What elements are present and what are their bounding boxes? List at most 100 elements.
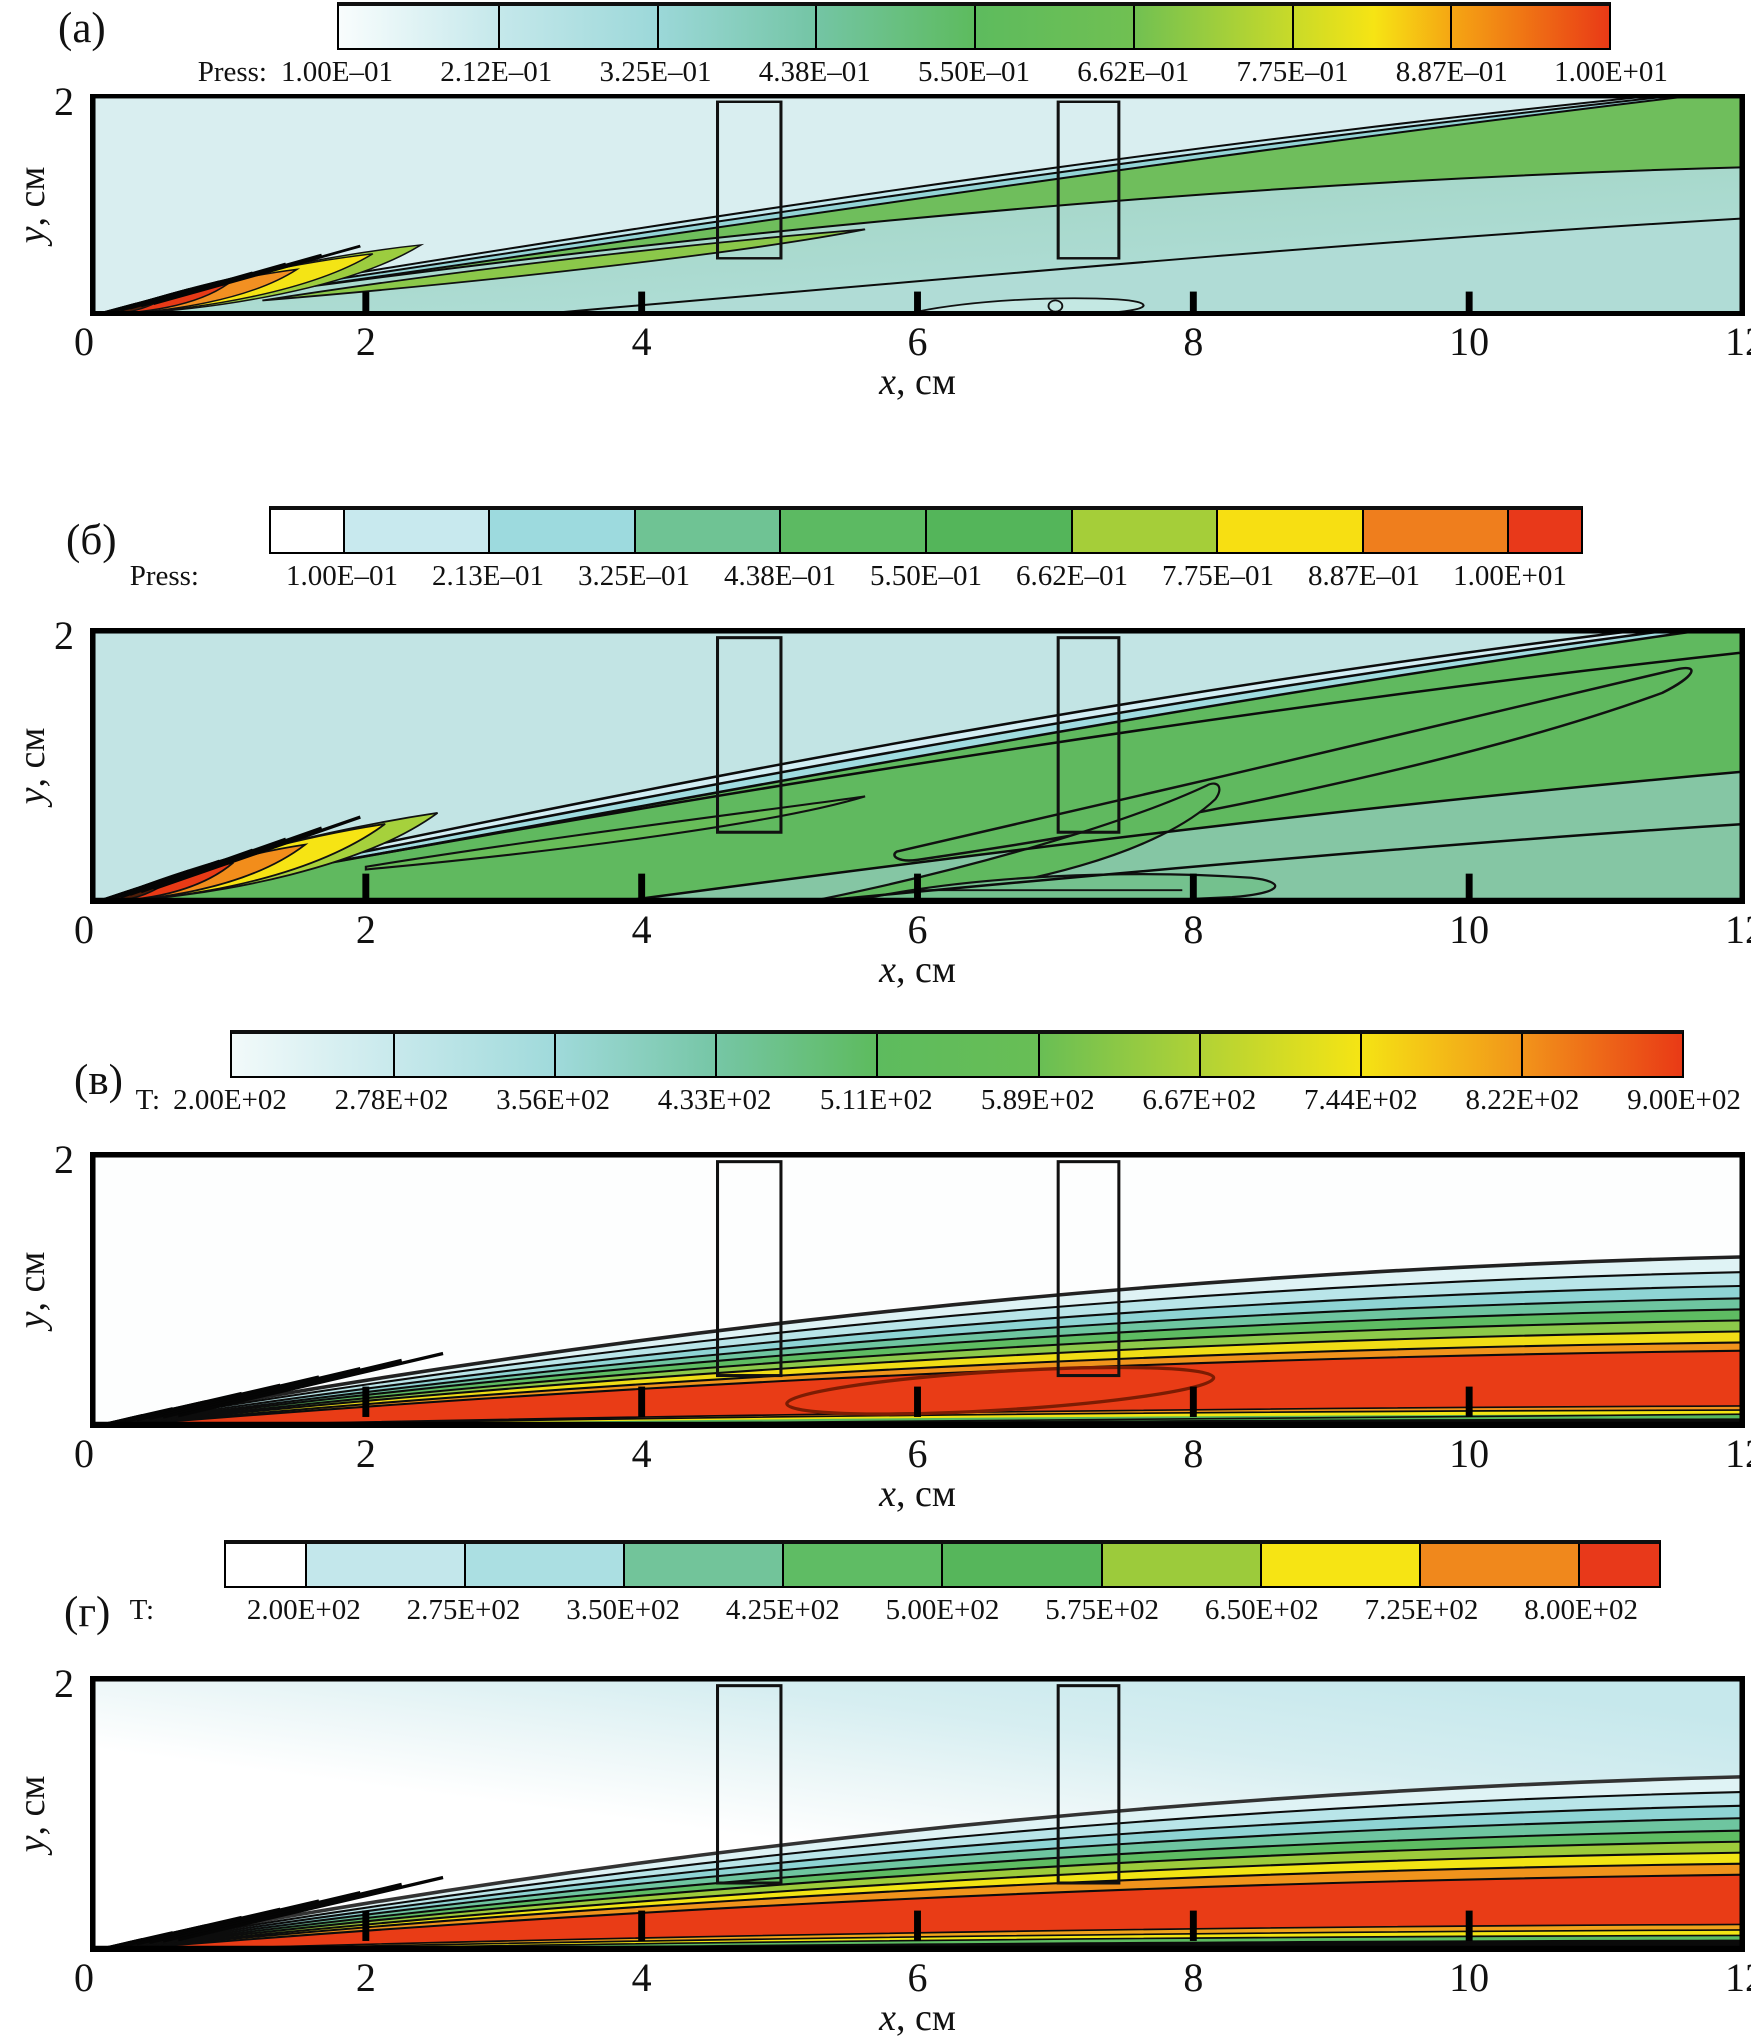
y-tick-label: 2 <box>54 79 74 124</box>
legend-level: 7.75E–01 <box>1236 56 1349 88</box>
contour-plot-svg <box>90 1152 1745 1428</box>
x-axis-label: x, см <box>879 1473 956 1515</box>
legend-level: 6.50E+02 <box>1204 1594 1319 1626</box>
probe-rect-1 <box>716 1160 783 1378</box>
legend-level: 5.50E–01 <box>918 56 1030 88</box>
y-axis-label: y, см <box>11 166 53 244</box>
plot-border <box>90 1676 1745 1952</box>
panel-v-letter: (в) <box>74 1057 123 1104</box>
panel-a-letter: (а) <box>58 5 106 52</box>
legend-level: 3.25E–01 <box>578 560 690 592</box>
legend-level: 4.33E+02 <box>657 1084 772 1116</box>
legend-level: 9.00E+02 <box>1627 1084 1741 1116</box>
plot-border <box>90 1152 1745 1428</box>
x-axis-ticks <box>362 1386 1473 1417</box>
probe-rect-1 <box>716 636 783 834</box>
probe-rect-2 <box>1056 100 1121 260</box>
colorbar-pressure-cells <box>269 506 1583 554</box>
legend-level: 5.75E+02 <box>1045 1594 1160 1626</box>
legend-level: 1.00E+01 <box>1453 560 1567 592</box>
probe-rect-2 <box>1056 636 1121 834</box>
legend-level: 5.89E+02 <box>980 1084 1095 1116</box>
panel-b-letter: (б) <box>66 517 117 564</box>
x-axis-ticks <box>362 291 1473 314</box>
legend-level: 3.25E–01 <box>599 56 712 88</box>
y-axis-label: y, см <box>11 1251 53 1329</box>
legend-level: 1.00E–01 <box>286 560 398 592</box>
y-axis-label: y, см <box>11 1775 53 1853</box>
contour-plot-svg <box>90 94 1745 316</box>
legend-level: 6.62E–01 <box>1077 56 1190 88</box>
colorbar-labels: Press: 1.00E–01 2.12E–01 3.25E–01 4.38E–… <box>198 56 1668 88</box>
legend-level: 5.50E–01 <box>870 560 982 592</box>
legend-level: 1.00E+01 <box>1554 56 1668 88</box>
panel-v-legend: (в) T: 2.00E+02 2.78E+02 3.56E+02 4.33E+… <box>0 1030 1751 1116</box>
plot-border <box>90 628 1745 904</box>
y-tick-label: 2 <box>54 1661 74 1706</box>
legend-level: 8.22E+02 <box>1465 1084 1580 1116</box>
panel-a-legend: (а) Press: 1.00E–01 2.12E–01 3.25E–01 4.… <box>0 2 1751 88</box>
probe-rectangles <box>716 1684 1121 1885</box>
probe-rect-1 <box>716 1684 783 1885</box>
near-origin-contour-hatch <box>95 1875 444 1952</box>
plot-area-pressure-b: 2 y, см <box>11 613 1745 904</box>
y-tick-label: 2 <box>54 613 74 658</box>
legend-level: 3.56E+02 <box>496 1084 611 1116</box>
plot-area-pressure-a: 2 y, см <box>11 79 1745 316</box>
legend-level: 8.00E+02 <box>1524 1594 1639 1626</box>
x-axis-label: x, см <box>879 361 956 403</box>
panel-g: (г) T: 2.00E+02 2.75E+02 3.50E+02 4.25E+… <box>0 1540 1751 2039</box>
colorbar-labels: T: 2.00E+02 2.75E+02 3.50E+02 4.25E+02 5… <box>130 1594 1661 1626</box>
legend-level: 2.13E–01 <box>432 560 544 592</box>
probe-rect-1 <box>716 100 783 260</box>
legend-level: 4.38E–01 <box>758 56 871 88</box>
colorbar-labels: T: 2.00E+02 2.78E+02 3.56E+02 4.33E+02 5… <box>136 1084 1741 1116</box>
legend-level: 1.00E–01 <box>281 56 393 88</box>
x-tick-labels: 0 2 4 6 8 10 12 <box>74 1431 1751 1476</box>
panel-v: (в) T: 2.00E+02 2.78E+02 3.56E+02 4.33E+… <box>0 1030 1751 1515</box>
legend-level: 8.87E–01 <box>1395 56 1508 88</box>
legend-prefix: T: <box>135 1084 160 1116</box>
plot-area-temperature-g: 2 y, см <box>11 1661 1745 1952</box>
legend-level: 8.87E–01 <box>1308 560 1420 592</box>
colorbar-pressure-gradient <box>337 2 1611 50</box>
y-tick-label: 2 <box>54 1137 74 1182</box>
legend-level: 4.38E–01 <box>724 560 836 592</box>
probe-rect-2 <box>1056 1684 1121 1885</box>
contour-plot-svg <box>90 628 1745 904</box>
panel-g-legend: (г) T: 2.00E+02 2.75E+02 3.50E+02 4.25E+… <box>0 1540 1751 1636</box>
x-tick-labels: 0 2 4 6 8 10 12 <box>74 319 1751 364</box>
colorbar-temperature-cells <box>224 1540 1661 1588</box>
legend-level: 5.00E+02 <box>885 1594 1000 1626</box>
x-axis-label: x, см <box>879 1997 956 2039</box>
x-axis-ticks <box>362 873 1473 902</box>
x-tick-labels: 0 2 4 6 8 10 12 <box>74 907 1751 952</box>
legend-prefix: Press: <box>129 560 199 592</box>
y-axis-label: y, см <box>11 727 53 805</box>
colorbar-labels: Press: 1.00E–01 2.13E–01 3.25E–01 4.38E–… <box>130 560 1583 592</box>
legend-level: 7.44E+02 <box>1303 1084 1418 1116</box>
legend-level: 6.62E–01 <box>1016 560 1128 592</box>
legend-level: 2.00E+02 <box>246 1594 361 1626</box>
legend-level: 2.12E–01 <box>440 56 553 88</box>
probe-rectangles <box>716 100 1121 260</box>
legend-level: 3.50E+02 <box>566 1594 681 1626</box>
legend-level: 7.75E–01 <box>1162 560 1274 592</box>
panel-b: (б) Press: 1.00E–01 2.13E–01 3.25E–01 4.… <box>0 506 1751 991</box>
probe-rectangles <box>716 1160 1121 1378</box>
legend-level: 5.11E+02 <box>819 1084 933 1116</box>
colorbar-temperature-gradient <box>230 1030 1684 1078</box>
hot-core-contour <box>785 1365 1216 1416</box>
legend-level: 7.25E+02 <box>1364 1594 1479 1626</box>
legend-prefix: T: <box>129 1594 154 1626</box>
legend-level: 4.25E+02 <box>725 1594 840 1626</box>
probe-rect-2 <box>1056 1160 1121 1378</box>
near-origin-contour-hatch <box>94 815 361 904</box>
panel-a: (а) Press: 1.00E–01 2.12E–01 3.25E–01 4.… <box>0 0 1751 403</box>
x-axis-label: x, см <box>879 949 956 991</box>
probe-rectangles <box>716 636 1121 834</box>
contour-plot-svg <box>90 1676 1745 1952</box>
legend-level: 2.78E+02 <box>334 1084 449 1116</box>
x-axis-ticks <box>362 1910 1473 1941</box>
